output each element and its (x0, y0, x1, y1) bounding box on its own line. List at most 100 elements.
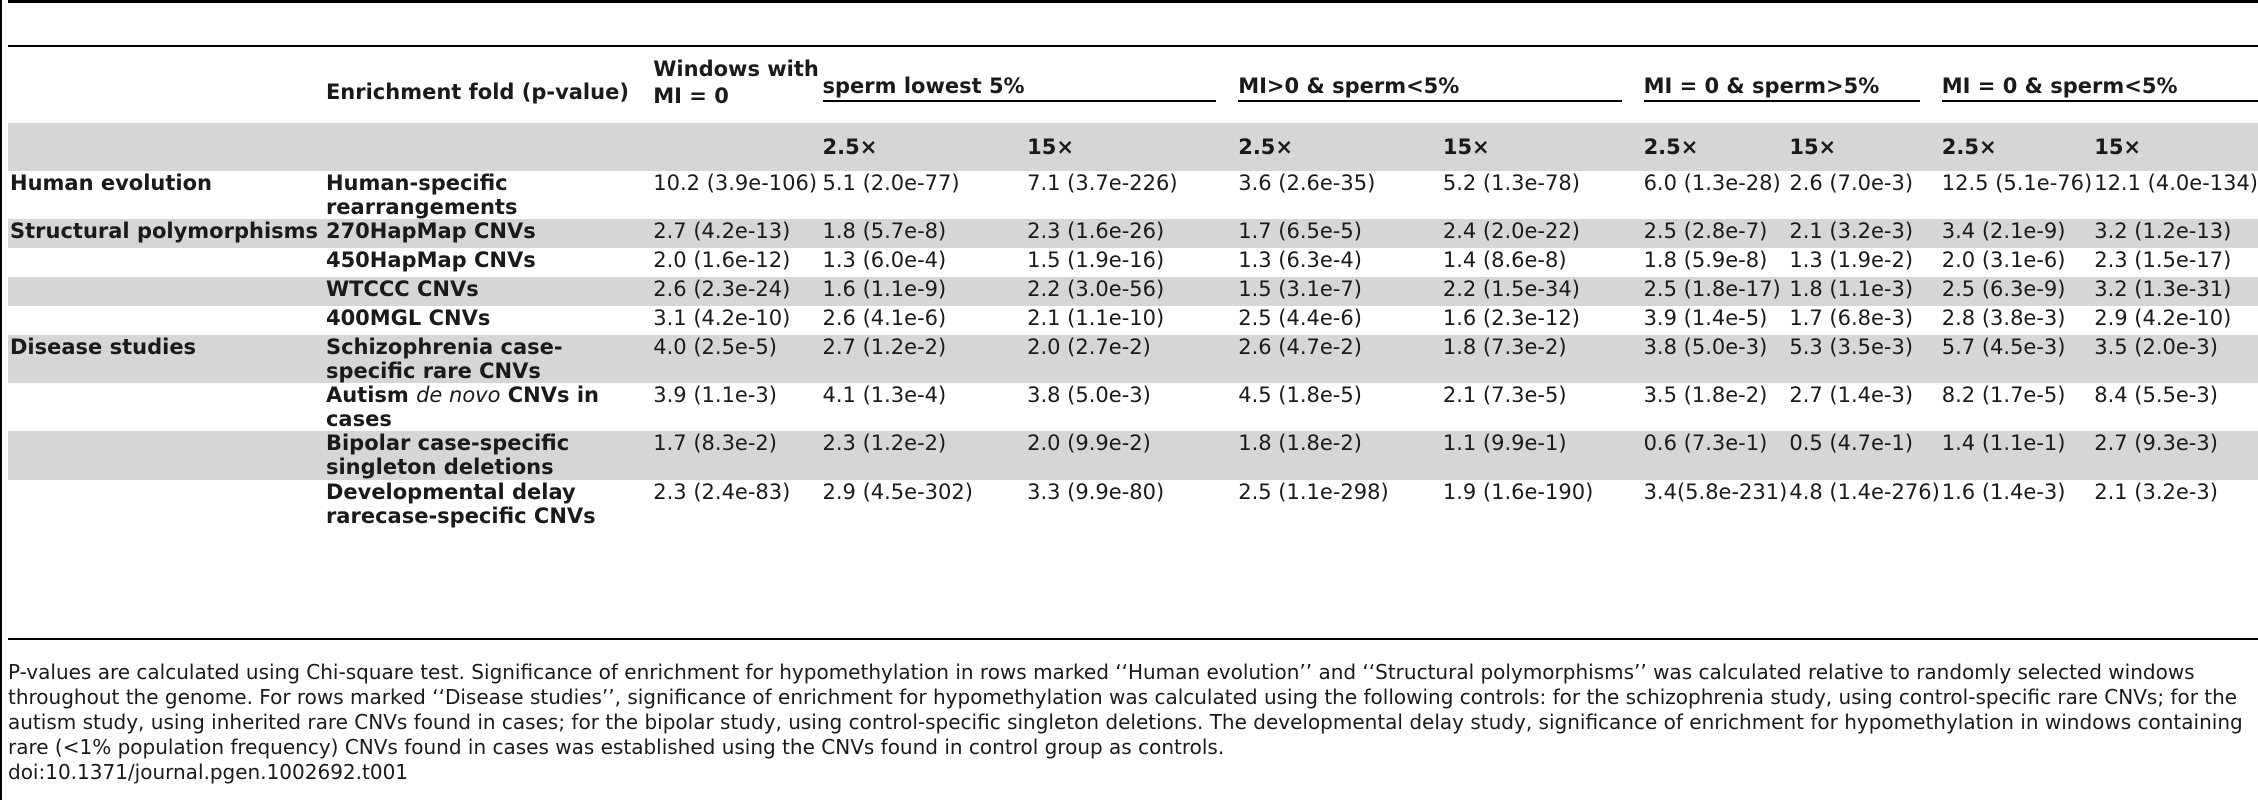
header-blank (651, 123, 821, 171)
table-row: 400MGL CNVs 3.1 (4.2e-10) 2.6 (4.1e-6) 2.1 … (8, 306, 2258, 335)
table-row: 450HapMap CNVs 2.0 (1.6e-12) 1.3 (6.0e-4) 1… (8, 248, 2258, 277)
value-cell: 2.8 (3.8e-3) (1941, 306, 2066, 330)
doi-text: doi:10.1371/journal.pgen.1002692.t001 (8, 760, 409, 784)
sub-header-15x: 15× (2092, 123, 2258, 171)
value-cell: 2.0 (9.9e-2) (1025, 431, 1237, 480)
row-category (8, 383, 324, 431)
table-row: Bipolar case-specific singleton deletion… (8, 431, 2258, 480)
value-cell: 12.1 (4.0e-134) (2094, 171, 2258, 195)
value-cell: 2.7 (9.3e-3) (2092, 431, 2258, 480)
value-cell: 8.4 (5.5e-3) (2094, 383, 2218, 407)
sub-header-2.5x: 2.5× (1939, 123, 2093, 171)
header-blank (8, 123, 324, 171)
value-cell: 2.5 (6.3e-9) (1939, 277, 2093, 306)
value-cell: 3.2 (1.2e-13) (2092, 219, 2258, 248)
value-cell: 4.5 (1.8e-5) (1238, 383, 1362, 407)
value-cell: 5.7 (4.5e-3) (1939, 335, 2093, 383)
value-cell: 6.0 (1.3e-28) (1643, 171, 1781, 195)
sub-header-2.5x: 2.5× (820, 123, 1026, 171)
value-cell: 2.7 (4.2e-13) (651, 219, 821, 248)
table-footnote: P-values are calculated using Chi-square… (8, 660, 2253, 785)
row-category (8, 248, 324, 277)
sub-header-15x: 15× (1440, 123, 1642, 171)
header-row-2: 2.5× 15× 2.5× 15× 2.5× 15× 2.5× 15× (8, 123, 2258, 171)
value-cell: 1.8 (5.7e-8) (820, 219, 1026, 248)
value-cell: 1.6 (1.1e-9) (820, 277, 1026, 306)
label-italic: de novo (416, 383, 501, 407)
row-category: Structural polymorphisms (8, 219, 324, 248)
row-category (8, 480, 324, 529)
row-category: Human evolution (10, 171, 212, 195)
value-cell: 2.7 (1.4e-3) (1789, 383, 1914, 407)
value-cell: 2.6 (2.3e-24) (651, 277, 821, 306)
row-category (8, 306, 324, 335)
value-cell: 5.1 (2.0e-77) (822, 171, 960, 195)
value-cell: 5.3 (3.5e-3) (1787, 335, 1940, 383)
sub-header-2.5x: 2.5× (1236, 123, 1441, 171)
row-label: Developmental delay rarecase-specific CN… (325, 480, 596, 528)
row-label: Schizophrenia case-specific rare CNVs (323, 335, 652, 383)
value-cell: 3.5 (2.0e-3) (2092, 335, 2258, 383)
header-enrichment: Enrichment fold (p-value) (325, 79, 629, 104)
value-cell: 2.9 (4.5e-302) (822, 480, 973, 504)
header-row-1: Enrichment fold (p-value) Windows with M… (8, 48, 2258, 123)
row-label: 400MGL CNVs (325, 306, 491, 330)
value-cell: 1.9 (1.6e-190) (1442, 480, 1594, 504)
table-row: Human evolution Human-specific rearrangem… (8, 171, 2258, 219)
row-label: Human-specific rearrangements (325, 171, 518, 219)
value-cell: 1.3 (6.0e-4) (822, 248, 947, 272)
value-cell: 3.1 (4.2e-10) (653, 306, 791, 330)
value-cell: 3.6 (2.6e-35) (1238, 171, 1376, 195)
value-cell: 8.2 (1.7e-5) (1941, 383, 2066, 407)
value-cell: 2.3 (1.5e-17) (2094, 248, 2232, 272)
value-cell: 0.5 (4.7e-1) (1787, 431, 1940, 480)
row-label: Bipolar case-specific singleton deletion… (323, 431, 652, 480)
value-cell: 1.3 (6.3e-4) (1238, 248, 1362, 272)
sub-header-15x: 15× (1025, 123, 1237, 171)
value-cell: 1.7 (8.3e-2) (651, 431, 821, 480)
value-cell: 1.8 (7.3e-2) (1440, 335, 1642, 383)
value-cell: 1.5 (3.1e-7) (1236, 277, 1441, 306)
value-cell: 5.2 (1.3e-78) (1442, 171, 1580, 195)
value-cell: 7.1 (3.7e-226) (1027, 171, 1178, 195)
row-category: Disease studies (8, 335, 324, 383)
row-category (8, 431, 324, 480)
table-row: WTCCC CNVs 2.6 (2.3e-24) 1.6 (1.1e-9) 2.2 (… (8, 277, 2258, 306)
value-cell: 1.4 (1.1e-1) (1939, 431, 2093, 480)
value-cell: 3.4 (2.1e-9) (1939, 219, 2093, 248)
value-cell: 2.3 (1.2e-2) (820, 431, 1026, 480)
footer-rule (8, 638, 2258, 640)
value-cell: 2.3 (1.6e-26) (1025, 219, 1237, 248)
value-cell: 2.0 (1.6e-12) (653, 248, 791, 272)
header-group-mi0-sperm-lt5: MI = 0 & sperm<5% (1940, 48, 2258, 123)
value-cell: 2.1 (7.3e-5) (1442, 383, 1567, 407)
value-cell: 10.2 (3.9e-106) (653, 171, 818, 195)
value-cell: 2.1 (1.1e-10) (1027, 306, 1165, 330)
header-group-mi-gt0-sperm-lt5: MI>0 & sperm<5% (1236, 48, 1641, 123)
value-cell: 4.0 (2.5e-5) (651, 335, 821, 383)
row-label: WTCCC CNVs (323, 277, 652, 306)
value-cell: 2.6 (4.7e-2) (1236, 335, 1441, 383)
value-cell: 2.0 (2.7e-2) (1025, 335, 1237, 383)
top-rule (8, 0, 2258, 3)
value-cell: 2.1 (3.2e-3) (1787, 219, 1940, 248)
row-category (8, 277, 324, 306)
value-cell: 1.6 (2.3e-12) (1442, 306, 1580, 330)
enrichment-table: Enrichment fold (p-value) Windows with M… (8, 48, 2258, 529)
value-cell: 2.5 (4.4e-6) (1238, 306, 1362, 330)
table-row: Structural polymorphisms 270HapMap CNVs 2.… (8, 219, 2258, 248)
value-cell: 2.7 (1.2e-2) (820, 335, 1026, 383)
value-cell: 1.7 (6.8e-3) (1789, 306, 1914, 330)
value-cell: 2.6 (4.1e-6) (822, 306, 947, 330)
value-cell: 1.6 (1.4e-3) (1941, 480, 2066, 504)
header-windows-mi0: Windows with MI = 0 (653, 57, 819, 108)
value-cell: 1.1 (9.9e-1) (1440, 431, 1642, 480)
value-cell: 3.4(5.8e-231) (1643, 480, 1788, 504)
label-post: CNVs in cases (325, 383, 599, 431)
header-group-sperm-lowest: sperm lowest 5% (821, 48, 1237, 123)
value-cell: 3.3 (9.9e-80) (1027, 480, 1165, 504)
value-cell: 0.6 (7.3e-1) (1641, 431, 1788, 480)
table-row: Developmental delay rarecase-specific CN… (8, 480, 2258, 529)
table-row: Disease studies Schizophrenia case-specif… (8, 335, 2258, 383)
value-cell: 1.4 (8.6e-8) (1442, 248, 1567, 272)
